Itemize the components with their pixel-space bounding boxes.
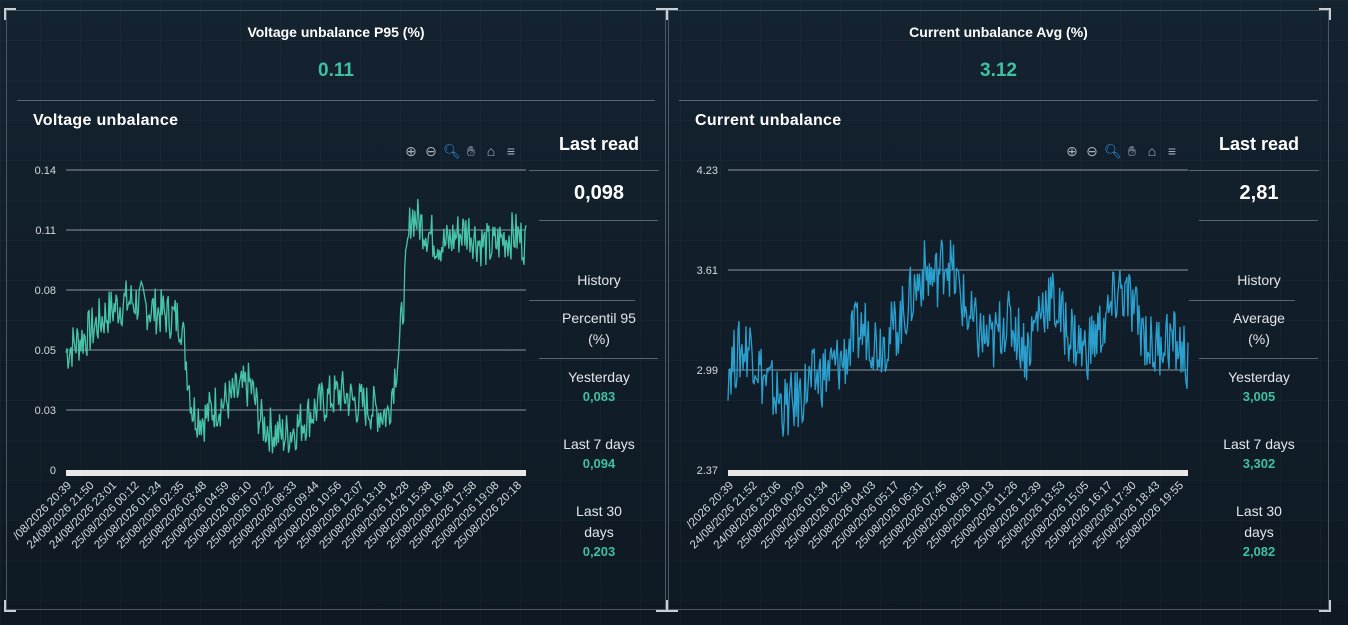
- last30-label-days: days: [1244, 524, 1274, 540]
- x-axis: [66, 470, 526, 476]
- corner-mark: [666, 600, 678, 612]
- zoom-in-icon[interactable]: ⊕: [1066, 143, 1078, 159]
- zoom-out-icon[interactable]: ⊖: [425, 143, 437, 159]
- series-line: [65, 198, 527, 454]
- last7-value: 3,302: [1242, 456, 1276, 471]
- stat-unit: (%): [588, 331, 610, 347]
- divider: [529, 170, 659, 171]
- home-icon[interactable]: ⌂: [486, 143, 496, 159]
- yesterday-value: 3,005: [1242, 389, 1276, 404]
- zoom-out-icon[interactable]: ⊖: [1086, 143, 1098, 159]
- pan-hand-icon[interactable]: ✋︎: [467, 143, 475, 159]
- last-read-value: 2,81: [1239, 182, 1279, 204]
- current-panel: Current unbalance Avg (%) 3.12 Current u…: [666, 8, 1331, 612]
- divider: [1199, 358, 1318, 359]
- divider: [1189, 170, 1319, 171]
- y-tick-label: 0.11: [35, 225, 56, 237]
- series-line: [727, 239, 1189, 437]
- history-label: History: [577, 272, 621, 288]
- zoom-select-icon[interactable]: 🔍︎: [1104, 143, 1122, 159]
- zoom-select-icon[interactable]: 🔍︎: [443, 143, 461, 159]
- yesterday-label: Yesterday: [1228, 369, 1290, 385]
- zoom-in-icon[interactable]: ⊕: [405, 143, 417, 159]
- y-tick-label: 0.05: [35, 345, 56, 357]
- y-tick-label: 0.03: [35, 405, 56, 417]
- divider: [17, 100, 655, 101]
- corner-mark: [4, 8, 16, 20]
- kpi-title: Voltage unbalance P95 (%): [247, 24, 425, 40]
- chart-toolbar: ⊕ ⊖ 🔍︎ ✋︎ ⌂ ≡: [403, 143, 519, 159]
- corner-mark: [666, 8, 678, 20]
- stat-label: Average: [1233, 310, 1285, 326]
- pan-hand-icon[interactable]: ✋︎: [1128, 143, 1136, 159]
- divider: [679, 100, 1318, 101]
- y-tick-label: 0: [50, 465, 56, 477]
- kpi-title: Current unbalance Avg (%): [909, 24, 1088, 40]
- last30-label: Last 30: [576, 503, 622, 519]
- stat-unit: (%): [1248, 331, 1270, 347]
- last7-label: Last 7 days: [1223, 436, 1295, 452]
- y-tick-label: 3.61: [697, 265, 718, 277]
- menu-icon[interactable]: ≡: [506, 143, 516, 159]
- chart-title: Current unbalance: [695, 112, 842, 129]
- last-read-label: Last read: [1218, 134, 1300, 154]
- y-tick-label: 2.99: [697, 365, 718, 377]
- divider: [1199, 220, 1318, 221]
- y-tick-label: 4.23: [697, 165, 718, 177]
- divider: [529, 300, 635, 301]
- kpi-value: 0.11: [318, 60, 354, 81]
- chart-toolbar: ⊕ ⊖ 🔍︎ ✋︎ ⌂ ≡: [1064, 143, 1180, 159]
- history-label: History: [1237, 272, 1281, 288]
- yesterday-value: 0,083: [582, 389, 616, 404]
- stat-label: Percentil 95: [562, 310, 636, 326]
- voltage-panel: Voltage unbalance P95 (%) 0.11 Voltage u…: [4, 8, 668, 612]
- last-read-box: Last read: [539, 131, 659, 155]
- y-tick-label: 2.37: [697, 465, 718, 477]
- divider: [1189, 300, 1295, 301]
- last30-value: 2,082: [1242, 544, 1276, 559]
- last30-label-days: days: [584, 524, 614, 540]
- home-icon[interactable]: ⌂: [1147, 143, 1157, 159]
- last-read-value: 0,098: [573, 182, 625, 204]
- divider: [539, 220, 658, 221]
- last7-label: Last 7 days: [563, 436, 635, 452]
- yesterday-label: Yesterday: [568, 369, 630, 385]
- corner-mark: [1319, 600, 1331, 612]
- last-read-label: Last read: [558, 134, 640, 154]
- divider: [539, 358, 658, 359]
- corner-mark: [4, 600, 16, 612]
- menu-icon[interactable]: ≡: [1167, 143, 1177, 159]
- x-axis: [728, 470, 1188, 476]
- y-tick-label: 0.14: [35, 165, 56, 177]
- kpi-value: 3.12: [980, 60, 1017, 81]
- last30-value: 0,203: [582, 544, 616, 559]
- corner-mark: [1319, 8, 1331, 20]
- chart-title: Voltage unbalance: [33, 112, 179, 129]
- last-read-box: Last read: [1199, 131, 1319, 155]
- y-tick-label: 0.08: [35, 285, 56, 297]
- last30-label: Last 30: [1236, 503, 1282, 519]
- voltage-chart[interactable]: 0.140.110.080.050.030/08/2026 20:3924/08…: [7, 136, 547, 606]
- last7-value: 0,094: [582, 456, 616, 471]
